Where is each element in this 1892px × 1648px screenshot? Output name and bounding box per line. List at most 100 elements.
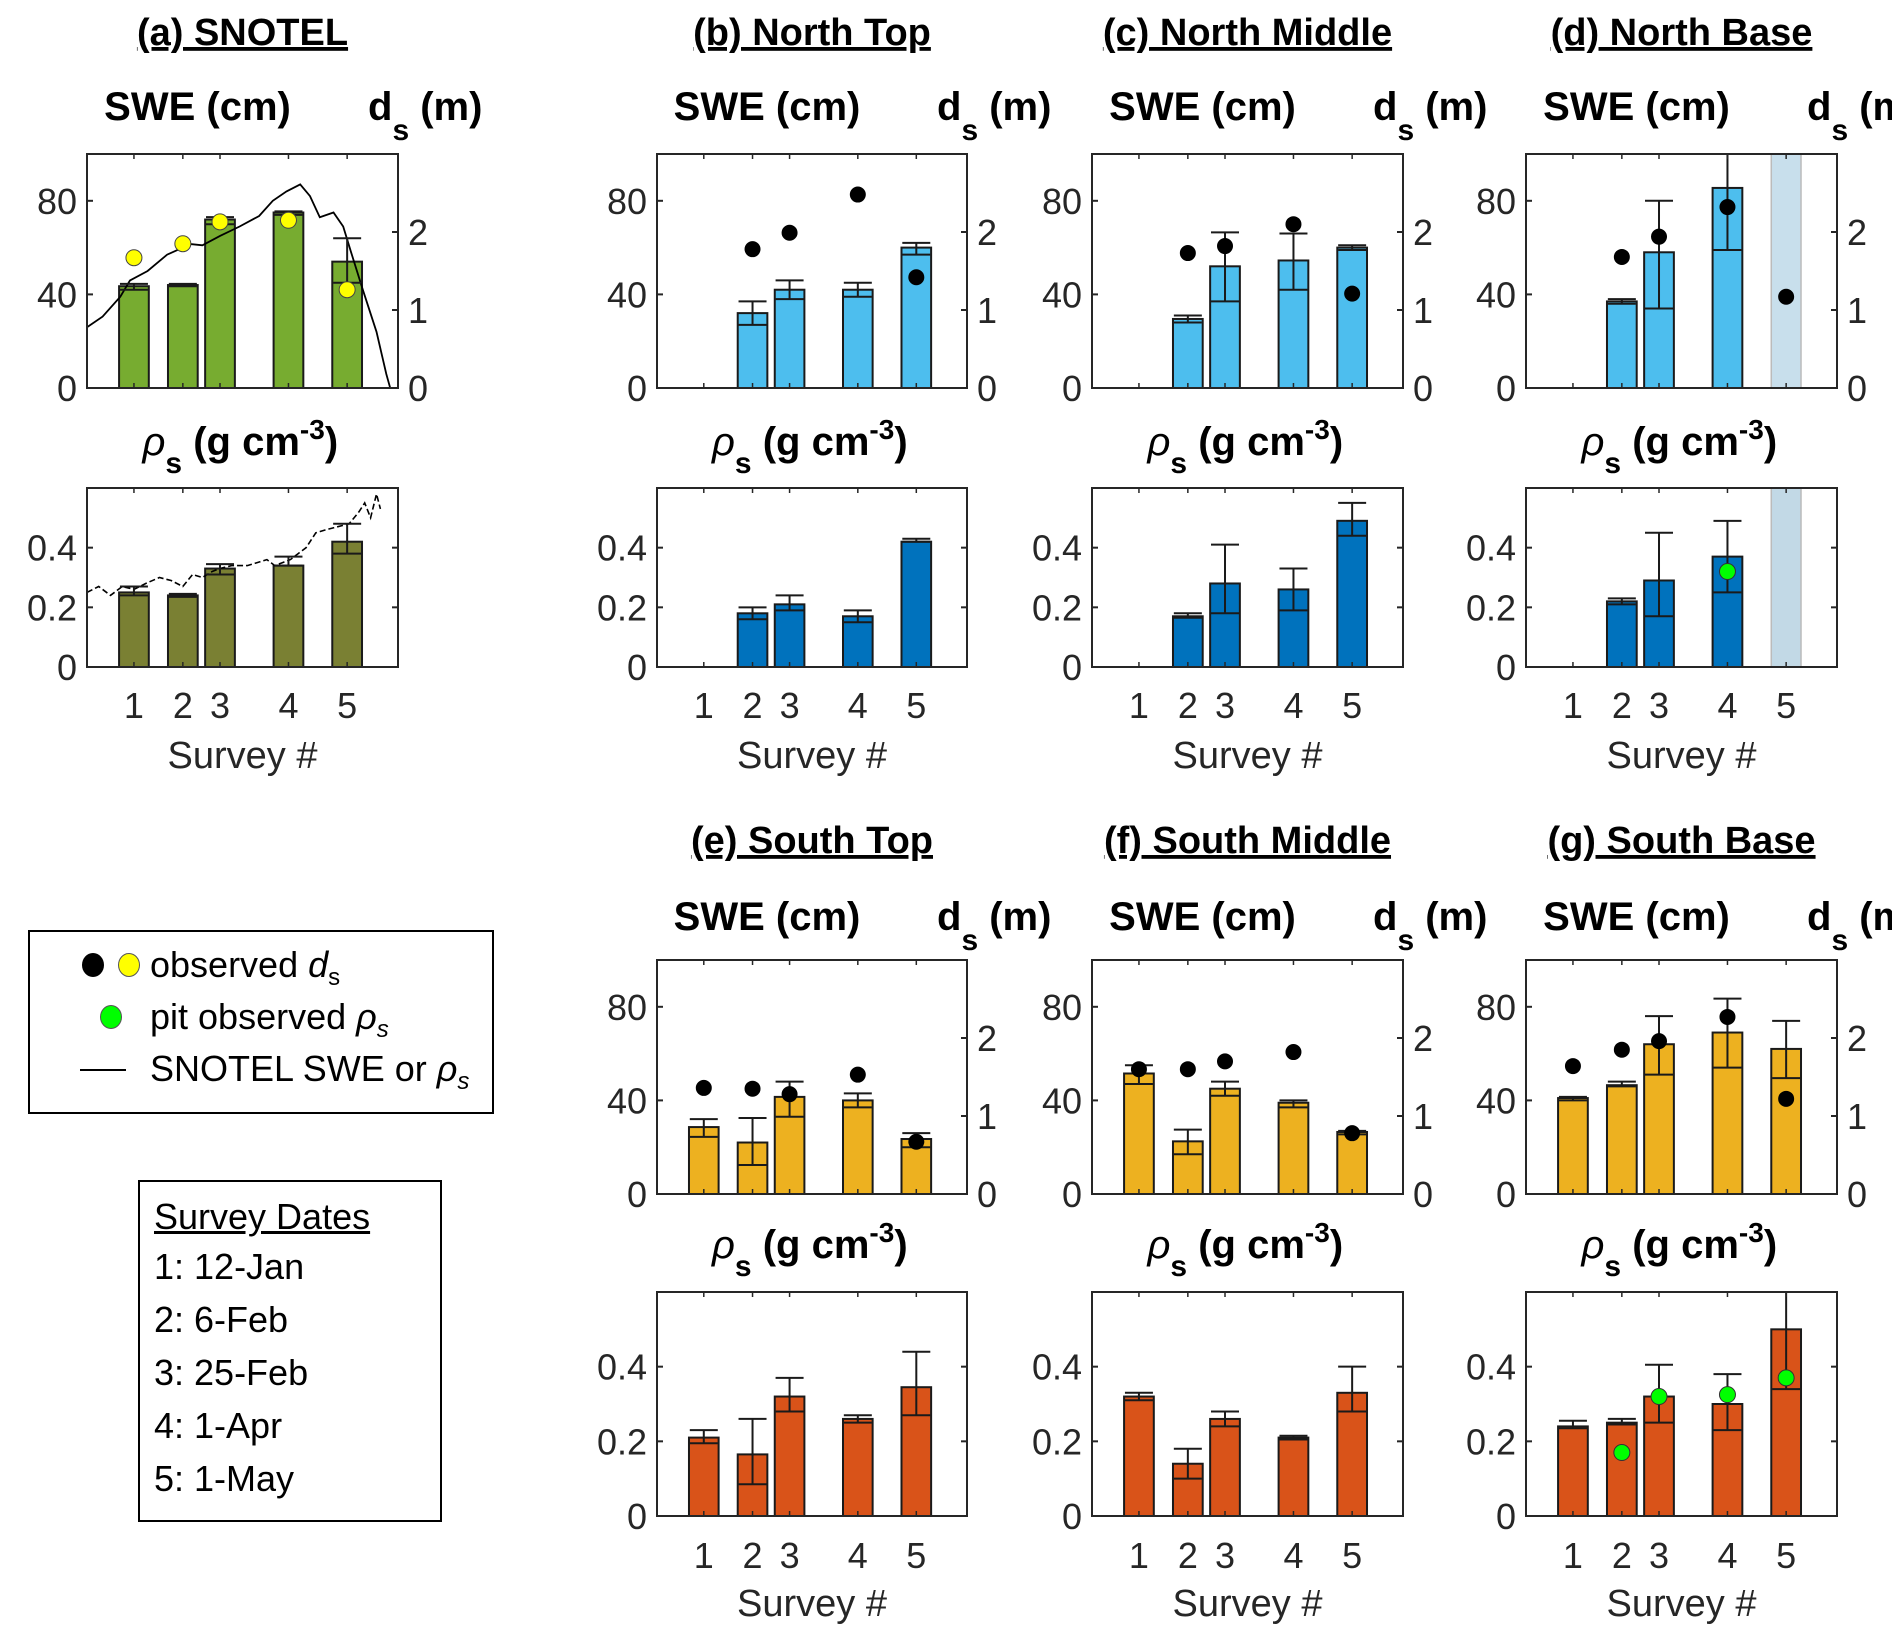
panel-f-rho-plot [1091, 1291, 1404, 1518]
panel-g-rho-errorbar-1 [1558, 1419, 1587, 1430]
panel-f-ds-point-2 [1179, 1061, 1196, 1078]
panel-b-swe-errorbar-3 [775, 279, 804, 301]
panel-d-pit-rho-point-4 [1718, 563, 1736, 581]
panel-a-rho-axis-label: ρs (g cm-3) [142, 414, 339, 480]
panel-g-ds-point-3 [1651, 1033, 1668, 1050]
panel-f-swe-ytick-label: 0 [1062, 1174, 1082, 1215]
panel-e-rho-ytick-label: 0.4 [597, 1347, 647, 1388]
panel-c-swe-errorbar-4 [1279, 232, 1308, 291]
panel-c-xtick-label: 4 [1283, 685, 1303, 726]
panel-f-swe-errorbar-2 [1173, 1128, 1202, 1156]
panel-g-swe-ytick-label: 40 [1476, 1080, 1516, 1121]
panel-c-ds-point-4 [1285, 216, 1302, 233]
panel-a-snotel-swe-line [86, 183, 398, 389]
panel-e-rho-bar-4 [842, 1417, 874, 1518]
panel-f-swe-bar-1 [1123, 1072, 1155, 1195]
panel-f-ds-point-4 [1285, 1044, 1302, 1061]
panel-g-swe-errorbar-5 [1772, 1019, 1801, 1080]
panel-a-rho-errorbar-4 [274, 555, 303, 567]
panel-g-ds-point-1 [1564, 1058, 1581, 1075]
panel-d-rho-bar-2 [1605, 600, 1638, 668]
panel-e-ds-ytick-label: 2 [977, 1018, 997, 1059]
panel-b-xtick-label: 4 [848, 685, 868, 726]
panel-g-pit-rho-point-4 [1718, 1386, 1736, 1404]
panel-f-xtick-label: 1 [1129, 1535, 1149, 1576]
panel-c-ds-point-3 [1217, 238, 1234, 255]
panel-g-swe-bar-2 [1605, 1084, 1638, 1195]
survey-date-item: 4: 1-Apr [154, 1405, 283, 1446]
panel-g-title: (g) South Base [1547, 820, 1815, 862]
panel-a-rho-ytick-label: 0.4 [27, 528, 77, 569]
panel-d-swe-plot [1525, 153, 1838, 390]
legend-item-snotel-line: SNOTEL SWE or ρs [30, 1044, 492, 1095]
panel-d-rho-ytick-label: 0.4 [1466, 528, 1516, 569]
panel-c-rho-errorbar-5 [1338, 501, 1367, 537]
panel-c-xtick-label: 5 [1342, 685, 1362, 726]
survey-dates-title: Survey Dates [154, 1196, 371, 1237]
panel-e-swe-errorbar-4 [843, 1092, 872, 1109]
panel-b-swe-bar-4 [842, 288, 874, 389]
panel-f-rho-axes-box [1091, 1291, 1404, 1517]
panel-c-swe-errorbar-5 [1338, 244, 1367, 251]
panel-b-rho-errorbar-2 [738, 606, 767, 621]
panel-e-xtick-label: 4 [848, 1535, 868, 1576]
panel-g-xtick-label: 5 [1776, 1535, 1796, 1576]
panel-c-rho-errorbar-2 [1173, 612, 1202, 619]
panel-a-swe-ytick-label: 40 [37, 274, 77, 315]
panel-e-rho-plot [656, 1291, 968, 1518]
panel-a-swe-errorbar-2 [168, 282, 197, 288]
panel-b-rho-errorbar-5 [902, 537, 931, 543]
panel-f-swe-bar-3 [1209, 1087, 1241, 1195]
panel-g-swe-axis-label: SWE (cm) [1543, 895, 1730, 939]
panel-e-swe-ytick-label: 80 [607, 987, 647, 1028]
panel-e-ds-point-2 [744, 1080, 761, 1097]
panel-c-xtick-label: 1 [1129, 685, 1149, 726]
panel-a-rho-ytick-label: 0 [57, 647, 77, 688]
panel-b-xtick-label: 1 [694, 685, 714, 726]
panel-c-swe-axis-label: SWE (cm) [1109, 85, 1296, 129]
panel-e-xtick-label: 1 [694, 1535, 714, 1576]
panel-g-ds-point-2 [1613, 1041, 1630, 1058]
panel-f-ds-point-5 [1344, 1125, 1361, 1142]
panel-e-swe-plot [656, 959, 968, 1196]
panel-a-ds-ytick-label: 0 [408, 368, 428, 409]
panel-b-ds-point-3 [781, 224, 798, 241]
panel-d-ds-point-4 [1719, 199, 1736, 216]
panel-b-x-axis-label: Survey # [737, 735, 887, 777]
panel-b-ds-point-4 [849, 186, 866, 203]
panel-c-x-axis-label: Survey # [1173, 735, 1323, 777]
black-dot-marker-icon [82, 953, 104, 977]
panel-b-ds-ytick-label: 1 [977, 290, 997, 331]
panel-d-swe-errorbar-4 [1713, 154, 1742, 251]
survey-date-item: 5: 1-May [154, 1458, 295, 1499]
panel-d-x-axis-label: Survey # [1607, 735, 1757, 777]
panel-g-ds-ytick-label: 2 [1847, 1018, 1867, 1059]
panel-e-rho-errorbar-4 [843, 1414, 872, 1424]
panel-a-xtick-label: 1 [124, 685, 144, 726]
panel-c-rho-errorbar-4 [1279, 567, 1308, 612]
panel-a-swe-axes-box [86, 153, 399, 389]
panel-b-rho-ytick-label: 0.2 [597, 587, 647, 628]
panel-g-rho-ytick-label: 0.2 [1466, 1421, 1516, 1462]
panel-d-rho-plot [1525, 487, 1838, 669]
panel-a-xtick-label: 4 [278, 685, 298, 726]
panel-g-swe-errorbar-2 [1607, 1080, 1636, 1088]
panel-g-pit-rho-point-5 [1777, 1369, 1795, 1387]
panel-b-rho-axes-box [656, 487, 968, 668]
panel-c-ds-point-2 [1179, 245, 1196, 262]
panel-b-swe-axis-label: SWE (cm) [674, 85, 861, 129]
panel-c-swe-plot [1091, 153, 1404, 390]
panel-e-ds-point-1 [695, 1079, 712, 1096]
panel-e-swe-bar-4 [842, 1099, 874, 1196]
green-dot-marker-icon [100, 1005, 122, 1029]
panel-f-rho-errorbar-1 [1124, 1391, 1153, 1402]
panel-c-rho-ytick-label: 0.2 [1032, 587, 1082, 628]
panel-b-xtick-label: 3 [780, 685, 800, 726]
panel-d-rho-errorbar-2 [1607, 597, 1636, 606]
panel-e-ds-point-5 [908, 1133, 925, 1150]
panel-f-ds-ytick-label: 0 [1413, 1174, 1433, 1215]
panel-c-xtick-label: 3 [1215, 685, 1235, 726]
panel-g-rho-bar-1 [1557, 1425, 1589, 1518]
panel-a-rho-bar-5 [331, 540, 364, 669]
panel-c-swe-bar-5 [1336, 246, 1369, 389]
